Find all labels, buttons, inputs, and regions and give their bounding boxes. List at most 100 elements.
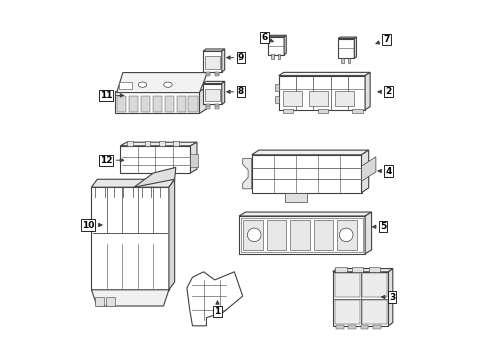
Bar: [275, 84, 279, 91]
Polygon shape: [168, 179, 174, 290]
Bar: [190, 154, 198, 167]
Polygon shape: [361, 157, 375, 181]
Bar: [205, 72, 209, 75]
Bar: [203, 84, 222, 104]
Bar: [215, 74, 219, 76]
Bar: [115, 91, 199, 113]
Bar: [362, 300, 386, 324]
Polygon shape: [91, 179, 174, 187]
Bar: [313, 220, 333, 250]
Polygon shape: [222, 49, 224, 72]
Text: 8: 8: [226, 87, 244, 96]
Bar: [334, 91, 353, 107]
Bar: [290, 220, 309, 250]
Bar: [362, 273, 386, 297]
Circle shape: [339, 228, 352, 242]
Bar: [215, 106, 219, 109]
Bar: [95, 297, 104, 306]
Bar: [188, 96, 197, 112]
Polygon shape: [222, 81, 224, 104]
Polygon shape: [332, 269, 392, 272]
Bar: [372, 325, 380, 329]
Polygon shape: [134, 167, 176, 187]
Bar: [205, 106, 209, 109]
Polygon shape: [361, 150, 368, 193]
Bar: [128, 96, 138, 112]
Bar: [335, 325, 343, 329]
Bar: [332, 272, 387, 326]
Text: 9: 9: [226, 53, 244, 62]
Polygon shape: [354, 37, 356, 58]
Bar: [337, 39, 354, 58]
Polygon shape: [284, 35, 285, 55]
Bar: [347, 58, 349, 63]
Text: 3: 3: [381, 292, 394, 302]
Bar: [334, 273, 359, 297]
Bar: [351, 109, 362, 113]
Bar: [106, 297, 115, 306]
Bar: [334, 300, 359, 324]
Text: 2: 2: [377, 87, 391, 96]
Polygon shape: [120, 142, 197, 146]
Bar: [283, 91, 302, 107]
Bar: [275, 96, 279, 103]
Bar: [204, 89, 220, 101]
Polygon shape: [203, 49, 224, 51]
Polygon shape: [284, 193, 306, 202]
Bar: [277, 54, 280, 59]
Bar: [278, 76, 365, 110]
Polygon shape: [365, 212, 371, 254]
Polygon shape: [203, 81, 224, 84]
Bar: [164, 96, 173, 112]
Bar: [308, 91, 327, 107]
Ellipse shape: [138, 82, 146, 87]
Text: 1: 1: [214, 301, 220, 316]
Bar: [119, 82, 131, 89]
Polygon shape: [117, 73, 207, 93]
Bar: [120, 146, 190, 173]
Bar: [337, 220, 356, 250]
Bar: [127, 141, 133, 146]
Bar: [360, 325, 367, 329]
Polygon shape: [387, 269, 392, 326]
Bar: [159, 141, 164, 146]
Bar: [91, 187, 168, 290]
Bar: [266, 220, 286, 250]
Bar: [368, 267, 379, 272]
Polygon shape: [278, 72, 369, 76]
Bar: [270, 54, 273, 59]
Polygon shape: [186, 272, 242, 326]
Bar: [204, 56, 220, 69]
Ellipse shape: [163, 82, 172, 87]
Text: 6: 6: [261, 33, 273, 42]
Text: 7: 7: [375, 35, 389, 44]
Text: 4: 4: [377, 166, 391, 175]
Bar: [215, 104, 219, 107]
Bar: [317, 109, 327, 113]
Circle shape: [247, 228, 261, 242]
Polygon shape: [365, 72, 369, 110]
Bar: [267, 37, 284, 55]
Text: 5: 5: [372, 222, 386, 231]
Bar: [239, 216, 365, 254]
Bar: [251, 155, 361, 193]
Bar: [215, 72, 219, 75]
Polygon shape: [267, 35, 285, 37]
Polygon shape: [239, 212, 371, 216]
Bar: [176, 96, 185, 112]
Polygon shape: [91, 290, 168, 306]
Bar: [173, 141, 178, 146]
Bar: [351, 267, 363, 272]
Bar: [283, 109, 293, 113]
Bar: [144, 141, 150, 146]
Bar: [117, 96, 125, 112]
Text: 11: 11: [100, 91, 123, 100]
Polygon shape: [251, 150, 368, 155]
Bar: [152, 96, 162, 112]
Polygon shape: [337, 37, 356, 39]
Bar: [341, 58, 343, 63]
Bar: [347, 325, 355, 329]
Polygon shape: [242, 158, 251, 189]
Bar: [205, 104, 209, 107]
Bar: [241, 218, 362, 252]
